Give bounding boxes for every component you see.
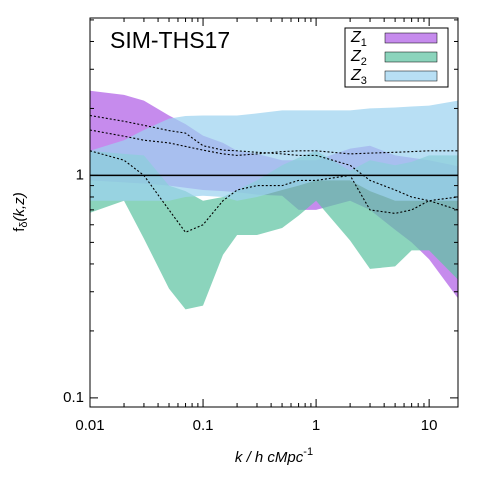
y-axis-label-main: f [11, 227, 28, 232]
x-tick-label: 0.01 [75, 417, 104, 434]
x-tick-label: 1 [312, 417, 320, 434]
y-tick-label: 0.1 [63, 389, 84, 406]
median-line [89, 150, 459, 233]
x-axis-label: k / h cMpc-1 [235, 446, 313, 466]
legend-subscript: 1 [361, 37, 367, 49]
legend-swatch [384, 70, 438, 82]
annotation: SIM-THS17 [110, 27, 230, 53]
legend-swatch [384, 32, 438, 44]
axes-frame [89, 17, 459, 408]
y-axis-label-rest: (k,z) [11, 192, 28, 221]
legend-label: Z1 [350, 29, 367, 49]
legend-name: Z [350, 29, 362, 46]
legend-swatch [384, 51, 438, 63]
legend-label: Z2 [350, 48, 367, 68]
median-line [89, 129, 458, 156]
x-axis-label-sup: -1 [303, 446, 313, 458]
legend-name: Z [350, 67, 362, 84]
y-axis-label: fδ(k,z) [11, 192, 30, 231]
legend-subscript: 2 [361, 56, 367, 68]
x-axis-label-main: k / h cMpc [235, 449, 304, 466]
x-tick-label: 0.1 [193, 417, 214, 434]
legend-name: Z [350, 48, 362, 65]
legend-subscript: 3 [361, 75, 367, 87]
legend-label: Z3 [350, 67, 367, 87]
y-tick-label: 1 [76, 166, 84, 183]
y-axis-label-sub: δ [18, 221, 30, 227]
x-tick-label: 10 [421, 417, 438, 434]
